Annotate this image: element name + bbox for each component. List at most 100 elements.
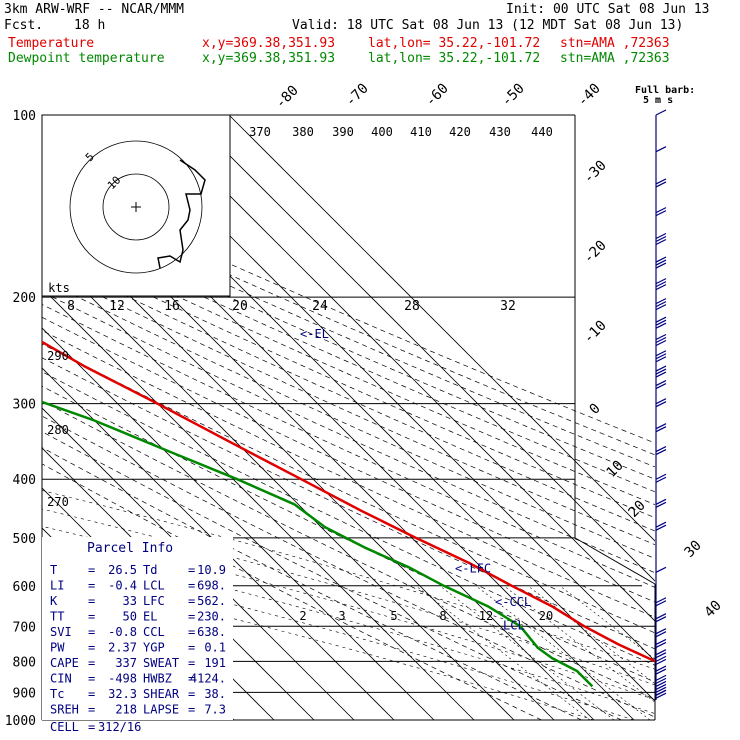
wind-barb xyxy=(655,600,667,607)
parcel-key: Td xyxy=(143,563,157,577)
parcel-key: SVI xyxy=(50,625,72,639)
parcel-value: -0.4 xyxy=(108,579,137,593)
wind-barb xyxy=(655,613,667,620)
theta-e-label: 370 xyxy=(249,125,271,139)
level-marker-lcl: LCL xyxy=(503,619,525,633)
forecast-hour: 18 h xyxy=(74,18,106,33)
parcel-key: SREH xyxy=(50,703,79,717)
mixing-ratio-label: 2 xyxy=(299,609,306,623)
wind-barb xyxy=(655,680,667,687)
plot-slant-border xyxy=(574,537,656,585)
temperature-profile xyxy=(42,340,655,663)
parcel-value: 638. xyxy=(197,625,226,639)
parcel-value: 337 xyxy=(115,656,137,670)
wind-barb xyxy=(655,398,667,405)
parcel-info-title: Parcel Info xyxy=(87,541,173,556)
pressure-tick-label: 100 xyxy=(13,109,36,124)
parcel-eq: = xyxy=(188,641,195,655)
wind-barb xyxy=(655,446,667,453)
wind-barb xyxy=(655,232,667,240)
isotherm-tick-label: -30 xyxy=(581,158,610,187)
wind-barb xyxy=(655,350,667,357)
parcel-value: 26.5 xyxy=(108,563,137,577)
parcel-key: EL xyxy=(143,610,157,624)
dry-adiabat-line xyxy=(42,198,655,468)
parcel-key: CIN xyxy=(50,672,72,686)
wind-barb xyxy=(655,379,667,387)
parcel-cell-value: 312/16 xyxy=(98,720,141,734)
dry-adiabat-line xyxy=(42,415,655,718)
isotherm-tick-label: -80 xyxy=(273,83,302,112)
wind-barb xyxy=(655,181,667,188)
parcel-eq: = xyxy=(88,641,95,655)
isotherm-tick-label: -50 xyxy=(499,81,528,110)
parcel-value: 7.3 xyxy=(204,703,226,717)
isotherm-tick-label: -40 xyxy=(575,81,604,110)
parcel-eq: = xyxy=(188,563,195,577)
mixing-ratio-label: 5 xyxy=(390,609,397,623)
wind-barb xyxy=(655,319,667,326)
legend-dewpoint-name: Dewpoint temperature xyxy=(8,51,165,66)
wind-barb xyxy=(655,449,667,456)
isotherm-tick-label: -10 xyxy=(581,318,610,347)
parcel-eq: = xyxy=(88,579,95,593)
isotherm-line xyxy=(42,407,355,720)
isotherm-line xyxy=(42,327,435,720)
parcel-eq: = xyxy=(88,610,95,624)
theta-e-label: 380 xyxy=(292,125,314,139)
parcel-eq: = xyxy=(88,563,95,577)
dry-adiabat-line xyxy=(42,266,655,546)
pressure-tick-label: 700 xyxy=(13,620,36,635)
parcel-eq: = xyxy=(188,625,195,639)
wind-barb xyxy=(655,665,667,672)
pressure-tick-label: 400 xyxy=(13,473,36,488)
isotherm-line xyxy=(228,115,655,542)
parcel-value: 38. xyxy=(204,687,226,701)
level-marker-ccl: <-CCL xyxy=(495,595,531,609)
level-marker-lfc: <-LFC xyxy=(455,562,491,576)
isotherm-tick-label: -20 xyxy=(581,238,610,267)
pressure-tick-label: 800 xyxy=(13,655,36,670)
parcel-value: -0.8 xyxy=(108,625,137,639)
parcel-key: LI xyxy=(50,579,64,593)
wind-barb xyxy=(655,401,667,408)
parcel-value: 0.1 xyxy=(204,641,226,655)
parcel-eq: = xyxy=(188,672,195,686)
pressure-tick-label: 200 xyxy=(13,291,36,306)
wind-barb xyxy=(655,566,667,573)
parcel-key: LFC xyxy=(143,594,165,608)
hodograph-ring-outer xyxy=(69,140,203,274)
model-title: 3km ARW-WRF -- NCAR/MMM xyxy=(4,2,185,17)
parcel-eq: = xyxy=(188,594,195,608)
wind-barb xyxy=(655,597,667,604)
wind-barb xyxy=(655,278,667,285)
wind-barb xyxy=(655,109,667,116)
theta-label: 290 xyxy=(47,349,69,363)
legend-temperature-name: Temperature xyxy=(8,36,95,51)
wind-barb xyxy=(655,628,667,635)
parcel-key: T xyxy=(50,563,57,577)
parcel-key: SWEAT xyxy=(143,656,179,670)
mixing-ratio-line xyxy=(527,585,655,685)
init-time: Init: 00 UTC Sat 08 Jun 13 xyxy=(506,2,710,17)
wind-barb xyxy=(655,256,667,263)
moist-adiabat-line xyxy=(42,508,655,686)
dry-adiabat-line xyxy=(42,357,655,650)
parcel-value: -498 xyxy=(108,672,137,686)
wind-barb xyxy=(655,284,667,291)
wind-barb xyxy=(655,368,667,375)
parcel-key: SHEAR xyxy=(143,687,180,701)
parcel-value: 33 xyxy=(123,594,137,608)
pressure-tick-label: 900 xyxy=(13,686,36,701)
isotherm-tick-label: -70 xyxy=(343,81,372,110)
parcel-value: 698. xyxy=(197,579,226,593)
parcel-key: CCL xyxy=(143,625,165,639)
parcel-info-panel xyxy=(42,537,233,720)
parcel-key: LCL xyxy=(143,579,165,593)
dry-adiabat-line xyxy=(42,231,655,506)
wind-barb xyxy=(655,316,667,323)
hodograph-ring-inner xyxy=(102,173,170,241)
hodograph-speed-label: 32 xyxy=(500,299,516,314)
legend-temperature-latlon: lat,lon= 35.22,-101.72 xyxy=(368,36,541,51)
mixing-ratio-line xyxy=(439,585,615,720)
